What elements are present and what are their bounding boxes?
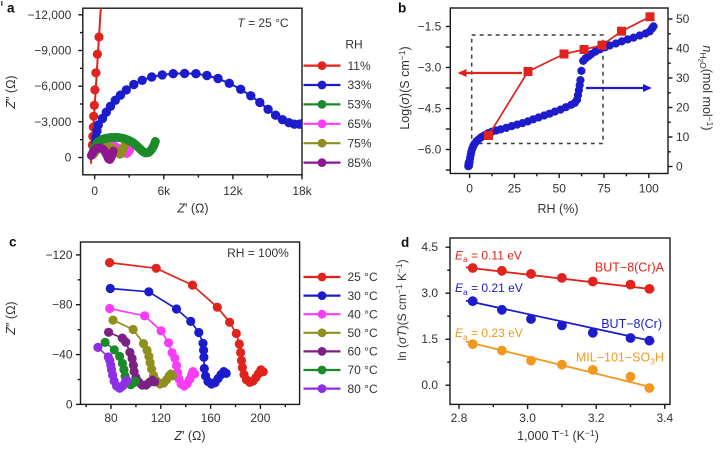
svg-text:120: 120 — [151, 411, 171, 425]
svg-text:−9,000: −9,000 — [34, 44, 71, 58]
svg-text:Z′ (Ω): Z′ (Ω) — [173, 429, 205, 443]
svg-text:50 °C: 50 °C — [348, 326, 378, 340]
svg-text:0: 0 — [91, 184, 98, 198]
svg-text:4.5: 4.5 — [421, 240, 438, 254]
svg-text:11%: 11% — [348, 59, 371, 73]
svg-text:BUT−8(Cr): BUT−8(Cr) — [601, 317, 662, 331]
svg-text:40 °C: 40 °C — [348, 307, 378, 321]
svg-text:−40: −40 — [52, 348, 73, 362]
svg-text:30: 30 — [676, 71, 690, 85]
svg-text:Ea = 0.11 eV: Ea = 0.11 eV — [455, 248, 522, 264]
svg-text:RH = 100%: RH = 100% — [227, 246, 289, 260]
svg-text:53%: 53% — [348, 98, 372, 112]
svg-text:12k: 12k — [223, 184, 243, 198]
svg-text:Log(σ)(S cm−1): Log(σ)(S cm−1) — [397, 46, 412, 129]
svg-text:33%: 33% — [348, 78, 372, 92]
svg-text:−6,000: −6,000 — [34, 79, 71, 93]
svg-text:200: 200 — [250, 411, 270, 425]
svg-text:6k: 6k — [157, 184, 171, 198]
svg-text:60 °C: 60 °C — [348, 345, 378, 359]
svg-text:Ea = 0.21 eV: Ea = 0.21 eV — [455, 281, 523, 297]
svg-text:b: b — [398, 1, 406, 16]
svg-text:0: 0 — [466, 182, 473, 196]
svg-text:−80: −80 — [52, 298, 73, 312]
svg-text:40: 40 — [676, 42, 690, 56]
svg-text:0.0: 0.0 — [421, 378, 438, 392]
svg-text:70 °C: 70 °C — [348, 363, 378, 377]
svg-text:100: 100 — [639, 182, 659, 196]
svg-text:MIL−101−SO3H: MIL−101−SO3H — [576, 351, 664, 367]
svg-text:0: 0 — [66, 397, 73, 411]
svg-text:3.0: 3.0 — [421, 286, 438, 300]
svg-text:T = 25 °C: T = 25 °C — [237, 16, 289, 30]
svg-text:2.8: 2.8 — [451, 411, 468, 425]
svg-text:0: 0 — [65, 151, 72, 165]
svg-text:10: 10 — [676, 130, 690, 144]
svg-text:65%: 65% — [348, 117, 372, 131]
svg-text:160: 160 — [201, 411, 221, 425]
svg-text:−3,000: −3,000 — [34, 115, 71, 129]
svg-text:−120: −120 — [45, 248, 72, 262]
svg-text:80: 80 — [104, 411, 118, 425]
svg-text:18k: 18k — [292, 184, 312, 198]
svg-text:nH2O(mol mol−1): nH2O(mol mol−1) — [696, 45, 715, 130]
svg-text:−12,000: −12,000 — [28, 8, 72, 22]
svg-text:30 °C: 30 °C — [348, 289, 378, 303]
svg-text:25 °C: 25 °C — [348, 270, 378, 284]
svg-text:1.5: 1.5 — [421, 332, 438, 346]
svg-text:Z″ (Ω): Z″ (Ω) — [4, 75, 18, 109]
svg-text:20: 20 — [676, 101, 690, 115]
svg-text:−1.5: −1.5 — [418, 20, 442, 34]
svg-text:1,000 T−1 (K−1): 1,000 T−1 (K−1) — [517, 428, 599, 443]
svg-text:3.4: 3.4 — [656, 411, 673, 425]
svg-text:50: 50 — [553, 182, 567, 196]
svg-text:c: c — [9, 235, 17, 250]
svg-text:80 °C: 80 °C — [348, 382, 378, 396]
svg-text:d: d — [401, 235, 409, 250]
svg-text:25: 25 — [508, 182, 522, 196]
svg-text:0: 0 — [676, 160, 683, 174]
svg-text:a: a — [7, 1, 15, 16]
svg-text:BUT−8(Cr)A: BUT−8(Cr)A — [595, 261, 665, 275]
svg-text:Z′ (Ω): Z′ (Ω) — [176, 202, 208, 216]
svg-text:Z″ (Ω): Z″ (Ω) — [4, 301, 18, 335]
svg-text:Ea = 0.23 eV: Ea = 0.23 eV — [455, 326, 523, 342]
svg-text:3.0: 3.0 — [519, 411, 536, 425]
svg-text:−4.5: −4.5 — [418, 102, 442, 116]
svg-text:−3.0: −3.0 — [418, 61, 442, 75]
svg-text:−6.0: −6.0 — [418, 143, 442, 157]
svg-text:RH (%): RH (%) — [538, 202, 579, 216]
svg-text:ln (σT)(S cm−1 K−1): ln (σT)(S cm−1 K−1) — [394, 259, 409, 360]
svg-text:75%: 75% — [348, 136, 372, 150]
svg-text:RH: RH — [345, 38, 362, 52]
svg-text:75: 75 — [597, 182, 611, 196]
svg-text:3.2: 3.2 — [588, 411, 605, 425]
svg-text:85%: 85% — [348, 156, 372, 170]
svg-text:50: 50 — [676, 12, 690, 26]
